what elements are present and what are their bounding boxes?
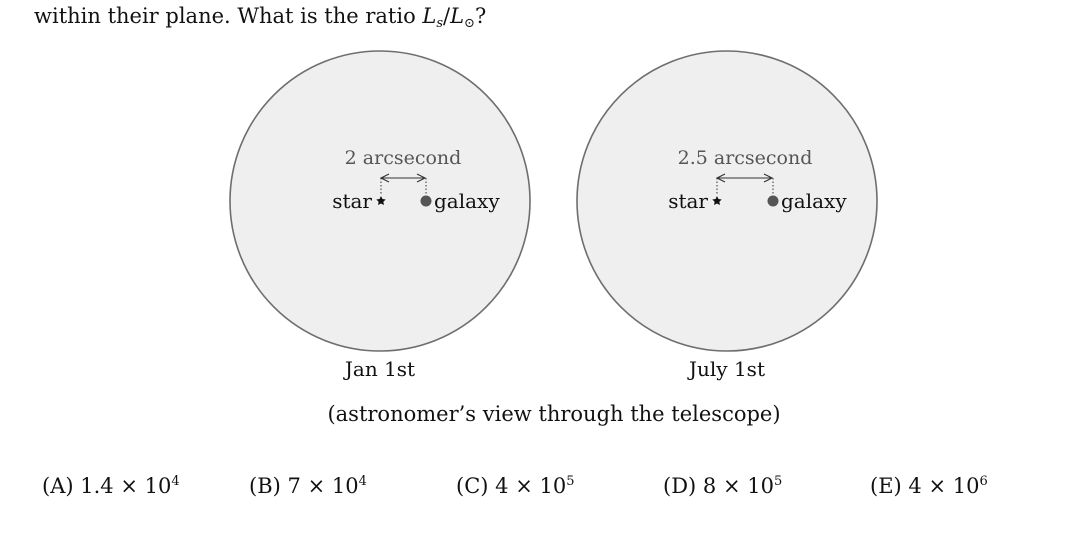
separation-label: 2 arcsecond: [345, 147, 462, 169]
choice-label: (A): [42, 474, 74, 498]
ratio-numerator-subscript: s: [436, 16, 444, 31]
date-label: Jan 1st: [343, 357, 415, 381]
choice-mantissa: 7: [287, 474, 301, 498]
choice-exponent: 5: [774, 474, 783, 489]
choice-mantissa: 1.4: [80, 474, 114, 498]
choice-mantissa: 8: [702, 474, 717, 498]
star-icon: [712, 196, 722, 206]
telescope-views-figure: 2 arcsecond star galaxy Jan 1st 2.5 arcs…: [229, 50, 878, 381]
choice-label: (E): [870, 474, 902, 498]
choice-exponent: 4: [171, 474, 180, 489]
date-label: July 1st: [687, 357, 765, 381]
ratio-denominator-subscript: ⊙: [464, 16, 475, 31]
question-text-before: within their plane. What is the ratio: [34, 4, 423, 28]
choice-base: 10: [331, 474, 359, 498]
question-text: within their plane. What is the ratio Ls…: [34, 4, 486, 31]
choice-base: 10: [952, 474, 980, 498]
figure-caption: (astronomer’s view through the telescope…: [327, 402, 781, 426]
question-mark: ?: [474, 4, 487, 28]
choice-times: ×: [928, 474, 947, 498]
separation-label: 2.5 arcsecond: [678, 147, 813, 169]
answer-choice-a[interactable]: (A) 1.4 × 104: [42, 474, 180, 498]
galaxy-dot-icon: [420, 195, 432, 207]
ratio-numerator: L: [422, 4, 437, 28]
choice-times: ×: [307, 474, 326, 498]
star-label: star: [668, 189, 708, 213]
telescope-view-jan: 2 arcsecond star galaxy Jan 1st: [229, 50, 531, 381]
choice-exponent: 6: [979, 474, 988, 489]
galaxy-dot-icon: [767, 195, 779, 207]
choice-label: (D): [663, 474, 697, 498]
choice-exponent: 5: [566, 474, 575, 489]
telescope-field-circle: [576, 50, 878, 352]
choice-mantissa: 4: [908, 474, 922, 498]
star-icon: [376, 196, 386, 206]
galaxy-label: galaxy: [434, 189, 500, 213]
star-label: star: [332, 189, 372, 213]
galaxy-label: galaxy: [781, 189, 847, 213]
choice-times: ×: [515, 474, 533, 498]
choice-base: 10: [144, 474, 172, 498]
answer-choice-c[interactable]: (C) 4 × 105: [456, 474, 575, 498]
choice-label: (B): [249, 474, 281, 498]
choice-times: ×: [120, 474, 138, 498]
answer-choice-e[interactable]: (E) 4 × 106: [870, 474, 988, 498]
choice-times: ×: [722, 474, 741, 498]
choice-mantissa: 4: [495, 474, 509, 498]
answer-choice-b[interactable]: (B) 7 × 104: [249, 474, 367, 498]
answer-choice-d[interactable]: (D) 8 × 105: [663, 474, 782, 498]
ratio-denominator: L: [450, 4, 465, 28]
ratio-slash: /: [443, 4, 451, 28]
choice-label: (C): [456, 474, 489, 498]
choice-base: 10: [747, 474, 775, 498]
choice-base: 10: [539, 474, 567, 498]
choice-exponent: 4: [358, 474, 367, 489]
telescope-view-july: 2.5 arcsecond star galaxy July 1st: [576, 50, 878, 381]
